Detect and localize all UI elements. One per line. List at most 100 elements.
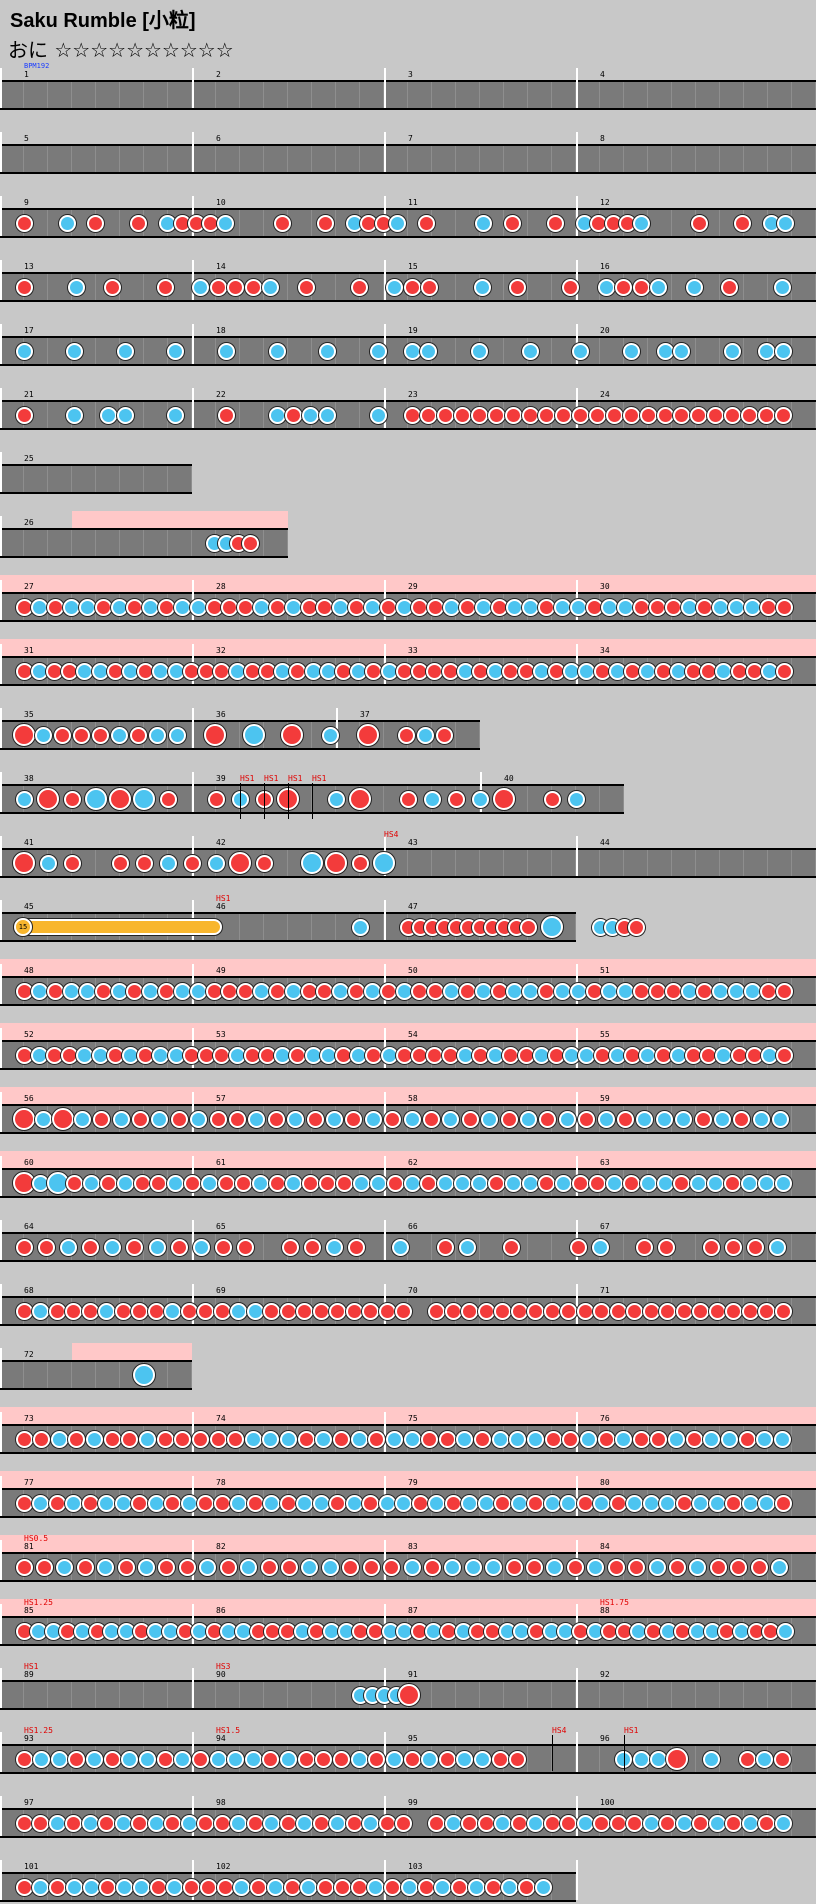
don-note [15,278,33,296]
ka-note [522,598,540,616]
don-note [386,1174,404,1192]
ka-note [615,1430,633,1448]
don-note [156,1750,174,1768]
ka-note [180,1494,198,1512]
ka-note [527,1814,545,1832]
measure-number: 60 [24,1158,34,1167]
ka-note [367,1878,385,1896]
don-note [725,1494,743,1512]
scroll-speed-label: HS1.75 [600,1598,629,1607]
gogo-band [0,1599,816,1616]
ka-note [471,790,489,808]
measure-number: 53 [216,1030,226,1039]
lane-line [0,1424,816,1426]
measure-barline [192,1604,194,1644]
ka-note [690,1174,708,1192]
don-note [178,1558,196,1576]
measure-barline [192,132,194,172]
ka-note [327,790,345,808]
ka-note [111,726,129,744]
ka-note [191,278,209,296]
don-note [502,1046,520,1064]
don-note [221,598,239,616]
measure-number: 40 [504,774,514,783]
don-note [560,1302,578,1320]
measure-barline [192,1412,194,1452]
measure-barline [192,388,194,428]
scroll-speed-label: HS1 [264,774,279,783]
lane-line [0,1808,816,1810]
measure-number: 72 [24,1350,34,1359]
don-note [262,1750,280,1768]
gogo-band [0,1151,816,1168]
lane-line [0,1516,816,1518]
measure-number: 78 [216,1478,226,1487]
don-note [626,1814,644,1832]
ka-note [253,982,271,1000]
don-note [720,278,738,296]
don-note [229,852,251,874]
measure-barline [384,1220,386,1260]
lane-line [0,940,576,942]
don-note [368,1430,386,1448]
measure-number: 15 [408,262,418,271]
ka-note [617,982,635,1000]
ka-note [227,1750,245,1768]
measure-barline [576,1796,578,1836]
ka-note [284,982,302,1000]
don-note [191,1750,209,1768]
ka-note [251,1174,269,1192]
don-note [368,1750,386,1768]
ka-note [494,1814,512,1832]
ka-note [385,278,403,296]
ka-note [689,1558,707,1576]
measure-barline [192,1540,194,1580]
don-note [209,1430,227,1448]
ka-note [728,598,746,616]
ka-note [572,342,590,360]
don-note [773,1750,791,1768]
don-note [133,1174,151,1192]
ka-note [315,1430,333,1448]
ka-note [617,598,635,616]
don-note [395,1814,413,1832]
don-note [332,1750,350,1768]
don-note [521,406,539,424]
don-note [103,1430,121,1448]
don-note [509,278,527,296]
ka-note [138,1750,156,1768]
don-note [333,1878,351,1896]
measure-number: 43 [408,838,418,847]
measure-number: 82 [216,1542,226,1551]
don-note [342,1558,360,1576]
ka-note [244,1430,262,1448]
don-note [560,1814,578,1832]
don-note [15,1302,33,1320]
don-note [696,982,714,1000]
don-note [738,1750,756,1768]
don-note [268,1174,286,1192]
measure-barline [0,1028,2,1068]
ka-note [364,1110,382,1128]
ka-note [752,1110,770,1128]
ka-note [142,982,160,1000]
ka-note [39,854,57,872]
don-note [92,726,110,744]
don-note [664,598,682,616]
don-note [420,406,438,424]
ka-note [82,1174,100,1192]
don-note [228,1110,246,1128]
don-note [72,726,90,744]
don-note [283,1878,301,1896]
don-note [93,1110,111,1128]
don-note [209,1110,227,1128]
don-note [692,1302,710,1320]
measure-barline [576,68,578,108]
ka-note [636,1110,654,1128]
note-lane [0,146,816,172]
note-lane [0,1362,192,1388]
don-note [348,982,366,1000]
ka-note [33,1750,51,1768]
lane-line [0,912,576,914]
don-note [365,1046,383,1064]
